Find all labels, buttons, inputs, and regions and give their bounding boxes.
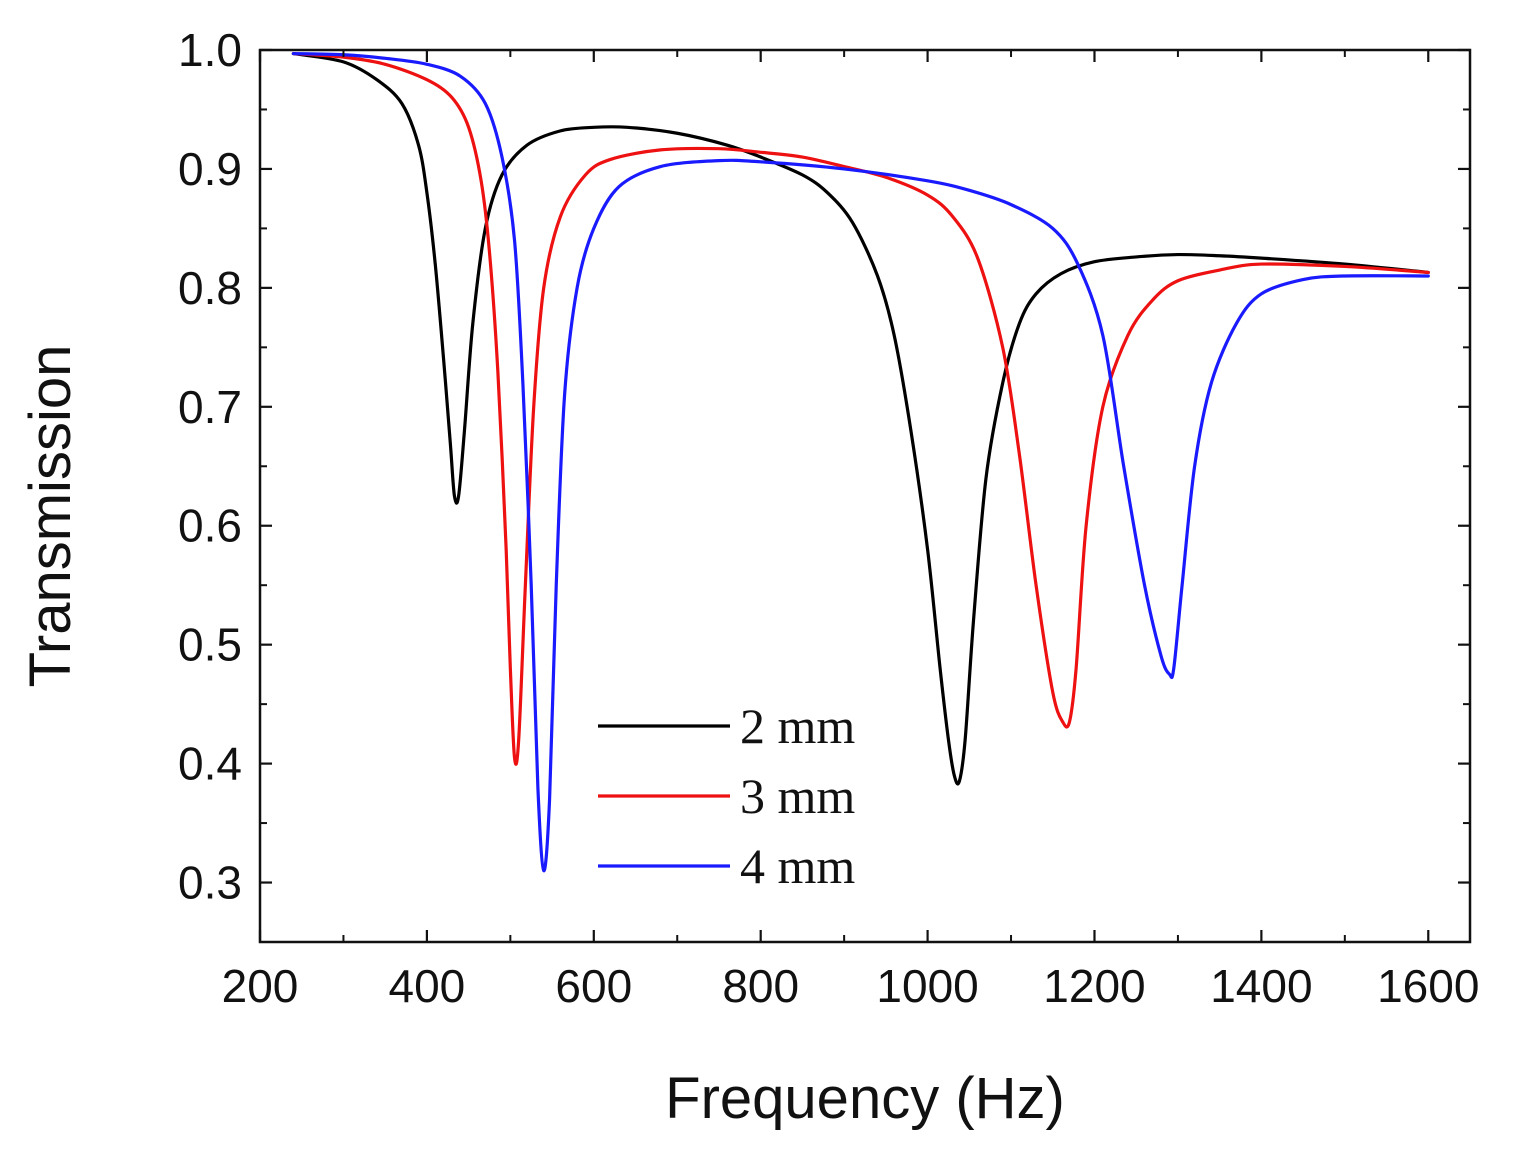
y-axis-title: Transmission xyxy=(18,345,83,688)
y-tick-label: 0.4 xyxy=(178,738,242,790)
y-axis-ticks: 0.3 0.4 0.5 0.6 0.7 0.8 0.9 1.0 xyxy=(178,24,1470,943)
y-tick-label: 0.9 xyxy=(178,143,242,195)
legend-label-3-mm: 3 mm xyxy=(740,768,855,824)
plot-area-border xyxy=(258,48,1472,944)
y-tick-label: 0.3 xyxy=(178,857,242,909)
x-tick-label: 1000 xyxy=(876,960,978,1012)
plot-frame xyxy=(258,48,1472,944)
legend: 2 mm 3 mm 4 mm xyxy=(598,698,855,894)
y-tick-label: 1.0 xyxy=(178,24,242,76)
y-tick-label: 0.7 xyxy=(178,381,242,433)
x-tick-label: 600 xyxy=(555,960,632,1012)
x-axis-ticks: 200 400 600 800 1000 1200 1400 1600 xyxy=(222,50,1479,1012)
legend-label-2-mm: 2 mm xyxy=(740,698,855,754)
series-line-3-mm xyxy=(291,51,1430,766)
series-lines xyxy=(291,51,1430,873)
x-tick-label: 200 xyxy=(222,960,299,1012)
series-line-4-mm xyxy=(291,51,1430,873)
y-tick-label: 0.6 xyxy=(178,500,242,552)
x-tick-label: 1600 xyxy=(1377,960,1479,1012)
legend-label-4-mm: 4 mm xyxy=(740,838,855,894)
x-tick-label: 1200 xyxy=(1043,960,1145,1012)
x-axis-title: Frequency (Hz) xyxy=(665,1066,1065,1131)
y-tick-label: 0.5 xyxy=(178,619,242,671)
x-tick-label: 400 xyxy=(389,960,466,1012)
y-tick-label: 0.8 xyxy=(178,262,242,314)
series-line-2-mm xyxy=(291,51,1430,786)
x-tick-label: 1400 xyxy=(1210,960,1312,1012)
x-tick-label: 800 xyxy=(722,960,799,1012)
